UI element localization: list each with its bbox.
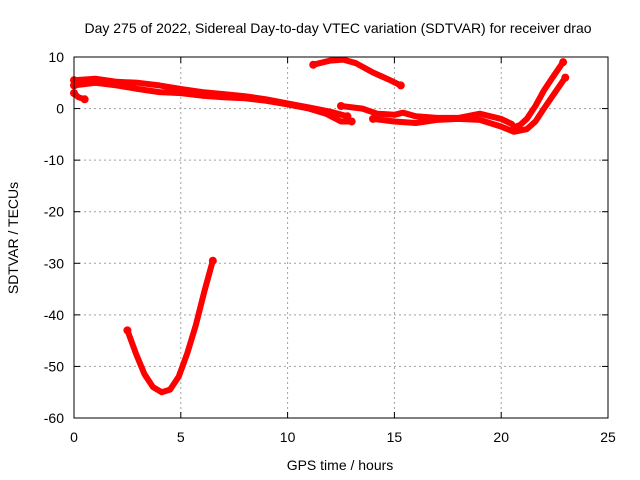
y-tick-label: -60 (44, 410, 64, 426)
y-tick-label: -40 (44, 307, 64, 323)
series-point-satellite-track-4-start (309, 60, 318, 69)
series-point-satellite-track-7-end (559, 58, 568, 67)
x-tick-label: 10 (280, 429, 296, 445)
series-line-satellite-track-4 (310, 56, 404, 89)
y-tick-label: -30 (44, 255, 64, 271)
y-tick-label: 0 (56, 101, 64, 117)
series-line-satellite-track-6 (370, 74, 569, 135)
x-axis-label: GPS time / hours (287, 457, 394, 473)
series-point-satellite-track-5-start (337, 101, 345, 110)
series-point-satellite-track-1-end (80, 95, 89, 104)
x-tick-label: 25 (600, 429, 616, 445)
series-line-satellite-track-8 (124, 257, 216, 396)
x-tick-label: 0 (70, 429, 78, 445)
series-point-satellite-track-7-start (514, 122, 523, 131)
x-tick-label: 5 (177, 429, 185, 445)
y-tick-label: -50 (44, 358, 64, 374)
y-tick-label: -20 (44, 204, 64, 220)
y-tick-label: -10 (44, 152, 64, 168)
x-tick-label: 15 (387, 429, 403, 445)
series-point-satellite-track-6-start (369, 114, 378, 123)
series-point-satellite-track-4-end (396, 81, 405, 90)
series-group (70, 56, 570, 396)
series-point-satellite-track-3-end (347, 117, 356, 126)
series-point-satellite-track-8-start (123, 326, 132, 335)
series-point-satellite-track-8-end (208, 256, 217, 265)
y-tick-label: 10 (48, 49, 64, 65)
series-point-satellite-track-6-end (561, 73, 570, 82)
y-axis-label: SDTVAR / TECUs (5, 182, 21, 294)
series-line-satellite-track-5 (338, 103, 520, 133)
axis-ticks: 0 5 10 15 20 25 10 0 -10 -20 -30 -40 -50 -60 (44, 49, 616, 445)
series-line-satellite-track-3 (71, 79, 355, 125)
chart-title: Day 275 of 2022, Sidereal Day-to-day VTE… (84, 20, 591, 36)
x-tick-label: 20 (493, 429, 509, 445)
series-line-satellite-track-7 (515, 59, 567, 130)
plot-frame (73, 56, 609, 419)
